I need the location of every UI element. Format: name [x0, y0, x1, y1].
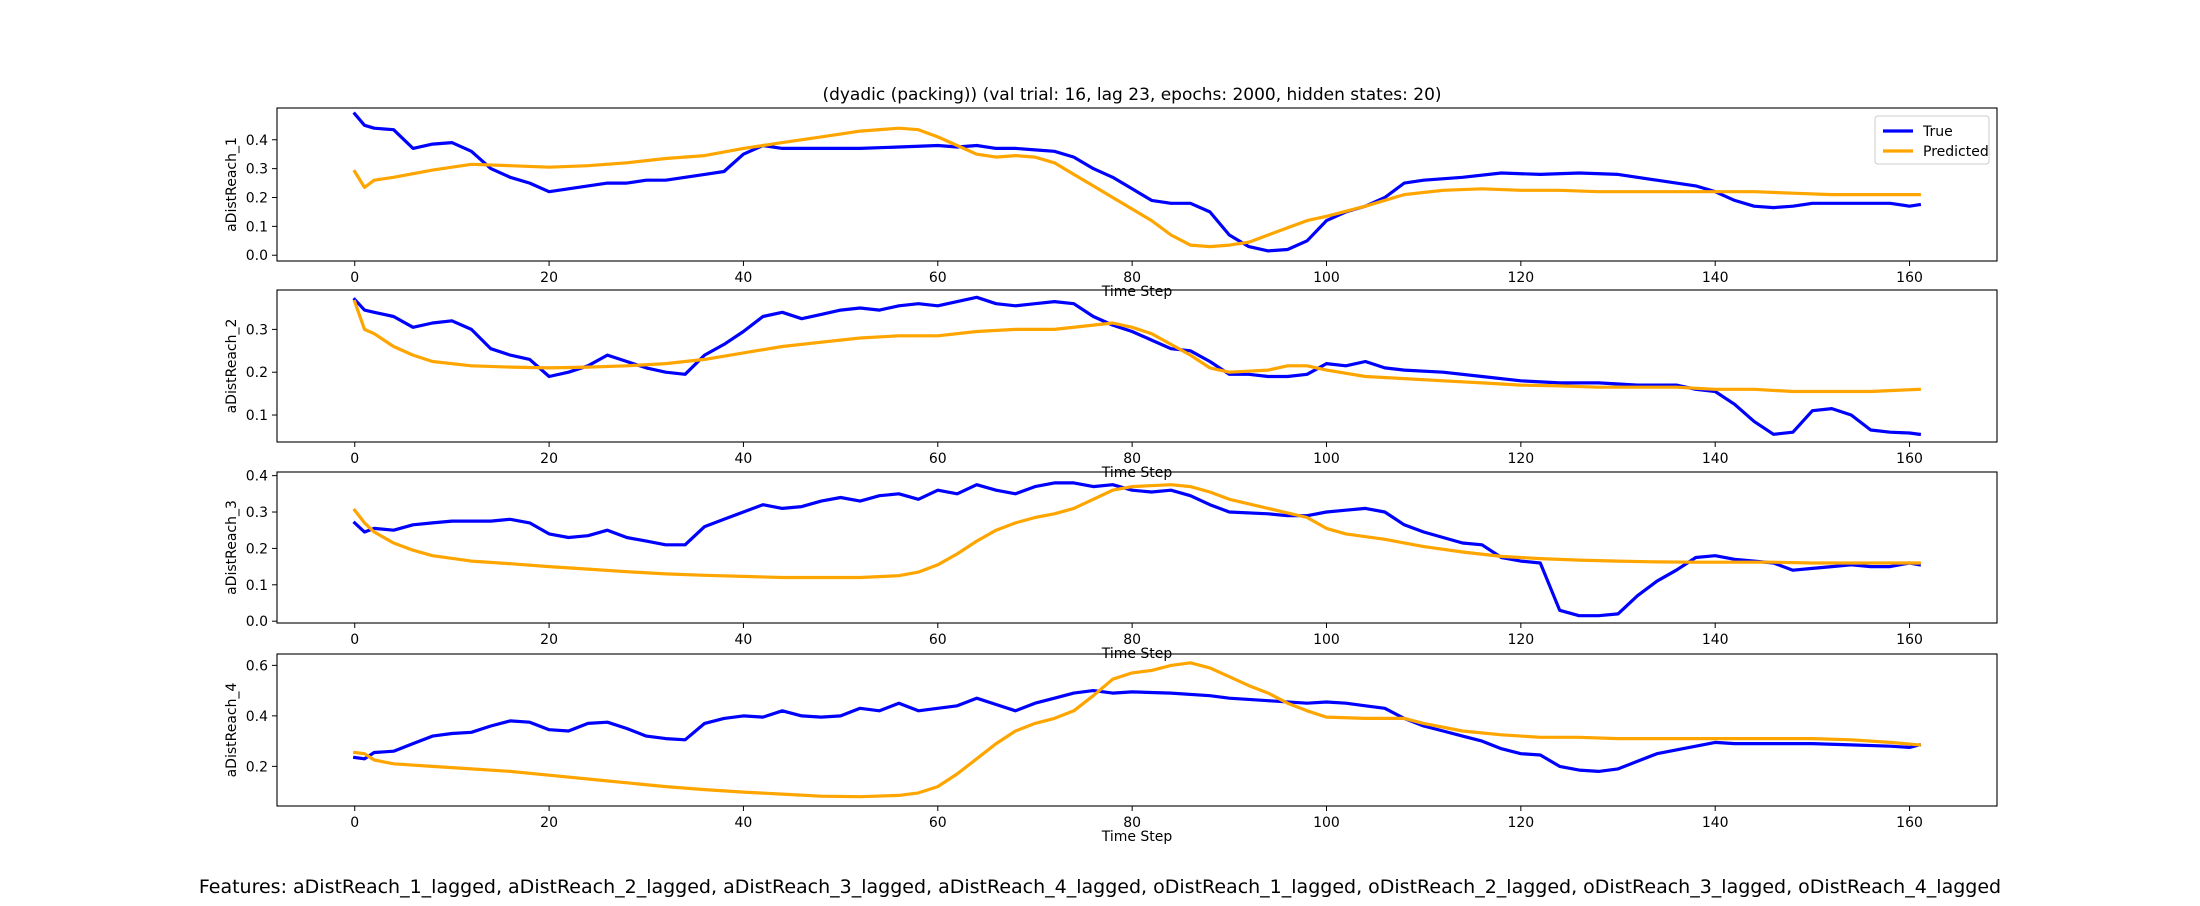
x-tick-label: 60: [929, 815, 947, 831]
x-tick-label: 80: [1123, 815, 1141, 831]
x-tick-label: 40: [735, 632, 753, 648]
x-tick-label: 140: [1702, 815, 1729, 831]
x-tick-label: 40: [735, 451, 753, 467]
axes-frame: [276, 471, 1998, 624]
legend-label-predicted: Predicted: [1923, 144, 1989, 160]
series-group: [352, 661, 1922, 799]
legend-label-true: True: [1922, 124, 1953, 140]
subplot-2: 0 20 40 60 80 100 120 140 160 0.1 0.2 0.3 Time Step a…: [224, 289, 1998, 481]
x-tick-label: 100: [1313, 815, 1340, 831]
x-tick-label: 20: [540, 451, 558, 467]
y-tick-label: 0.4: [246, 469, 268, 485]
x-tick-label: 80: [1123, 632, 1141, 648]
series-line-true: [352, 481, 1922, 618]
x-tick-label: 140: [1702, 632, 1729, 648]
series-line-predicted: [352, 483, 1921, 580]
y-tick-label: 0.3: [246, 505, 268, 521]
y-axis-label: aDistReach_2: [224, 319, 240, 414]
x-tick-label: 40: [735, 815, 753, 831]
series-line-true: [352, 111, 1922, 253]
y-tick-label: 0.1: [246, 219, 268, 235]
x-tick-label: 140: [1702, 270, 1729, 286]
axes-frame: [276, 289, 1998, 443]
series-line-predicted: [352, 299, 1921, 394]
y-tick-label: 0.2: [246, 190, 268, 206]
x-tick-label: 160: [1896, 270, 1923, 286]
y-tick-label: 0.4: [246, 133, 268, 149]
x-tick-label: 80: [1123, 451, 1141, 467]
y-tick-label: 0.3: [246, 162, 268, 178]
subplot-panels: 0 20 40 60 80 100 120 140 160 0.0 0.1 0.2 0.3 0.4 Time…: [224, 107, 1998, 845]
x-axis-label: Time Step: [1101, 829, 1173, 845]
x-tick-label: 0: [350, 270, 359, 286]
y-tick-label: 0.4: [246, 709, 268, 725]
series-group: [352, 295, 1922, 437]
x-axis-label: Time Step: [1101, 284, 1173, 300]
series-group: [352, 481, 1922, 618]
y-tick-label: 0.6: [246, 658, 268, 674]
x-tick-label: 160: [1896, 815, 1923, 831]
axes-frame: [276, 653, 1998, 807]
y-axis-label: aDistReach_4: [224, 683, 240, 778]
x-tick-label: 120: [1507, 815, 1534, 831]
y-tick-label: 0.3: [246, 322, 268, 338]
chart-title: (dyadic (packing)) (val trial: 16, lag 2…: [822, 85, 1441, 105]
x-tick-label: 140: [1702, 451, 1729, 467]
x-axis-label: Time Step: [1101, 465, 1173, 481]
x-tick-label: 120: [1507, 632, 1534, 648]
x-tick-label: 0: [350, 451, 359, 467]
x-tick-label: 100: [1313, 451, 1340, 467]
x-tick-label: 120: [1507, 270, 1534, 286]
axes-frame: [276, 107, 1998, 262]
subplot-3: 0 20 40 60 80 100 120 140 1600.00.10.20.30.4Time…: [224, 469, 1998, 662]
x-tick-label: 60: [929, 451, 947, 467]
y-tick-label: 0.2: [246, 759, 268, 775]
x-tick-label: 120: [1507, 451, 1534, 467]
series-group: [352, 111, 1922, 253]
x-tick-label: 100: [1313, 270, 1340, 286]
subplot-4: 0 20 40 60 80 100 120 140 160 0.2 0.4 0.6 Time Step a…: [224, 653, 1998, 845]
x-tick-label: 160: [1896, 451, 1923, 467]
x-tick-label: 0: [350, 815, 359, 831]
x-tick-label: 160: [1896, 632, 1923, 648]
series-line-true: [352, 689, 1922, 773]
subplot-1: 0 20 40 60 80 100 120 140 160 0.0 0.1 0.2 0.3 0.4 Time…: [224, 107, 1998, 300]
y-tick-label: 0.2: [246, 365, 268, 381]
y-axis-label: aDistReach_1: [224, 137, 240, 232]
y-tick-label: 0.1: [246, 578, 268, 594]
y-tick-label: 0.0: [246, 248, 268, 264]
y-tick-label: 0.0: [246, 614, 268, 630]
x-tick-label: 0: [350, 632, 359, 648]
x-tick-label: 100: [1313, 632, 1340, 648]
x-tick-label: 60: [929, 632, 947, 648]
series-line-predicted: [352, 126, 1921, 249]
x-tick-label: 80: [1123, 270, 1141, 286]
y-tick-label: 0.2: [246, 541, 268, 557]
features-caption: Features: aDistReach_1_lagged, aDistReac…: [198, 876, 2002, 898]
legend: True Predicted: [1874, 115, 1990, 165]
x-tick-label: 20: [540, 632, 558, 648]
x-tick-label: 20: [540, 815, 558, 831]
x-tick-label: 20: [540, 270, 558, 286]
y-tick-label: 0.1: [246, 408, 268, 424]
x-tick-label: 60: [929, 270, 947, 286]
y-axis-label: aDistReach_3: [224, 500, 240, 595]
series-line-predicted: [352, 661, 1922, 799]
x-tick-label: 40: [735, 270, 753, 286]
